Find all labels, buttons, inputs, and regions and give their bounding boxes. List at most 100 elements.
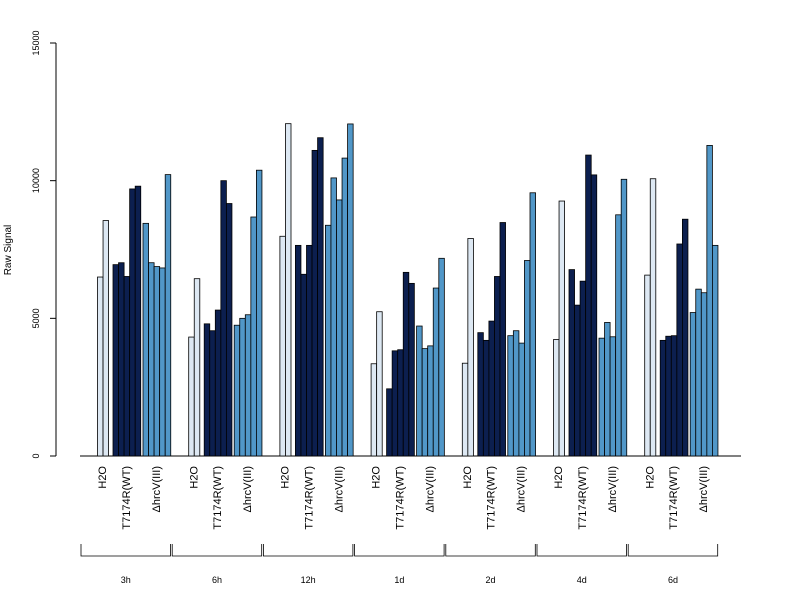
- category-label: H2O: [371, 466, 383, 489]
- bar: [482, 339, 490, 457]
- bar: [376, 311, 383, 457]
- bar: [317, 137, 324, 457]
- bar: [402, 271, 410, 457]
- bar: [712, 244, 719, 457]
- bar: [306, 244, 313, 457]
- bar: [285, 123, 292, 457]
- category-label: ΔhrcV(III): [333, 466, 345, 512]
- bar: [188, 336, 195, 457]
- category-label: H2O: [188, 466, 200, 489]
- bar: [574, 304, 581, 457]
- bar: [604, 322, 611, 457]
- bar: [590, 174, 598, 457]
- bar: [477, 332, 484, 457]
- bar: [524, 260, 531, 457]
- bar: [598, 337, 605, 457]
- y-axis-title: Raw Signal: [3, 225, 14, 276]
- bar: [620, 178, 628, 457]
- bar: [609, 336, 617, 457]
- category-label: ΔhrcV(III): [151, 466, 163, 512]
- bar: [467, 238, 474, 457]
- group-bracket: [263, 544, 354, 557]
- bar: [370, 363, 378, 457]
- bar: [676, 243, 683, 457]
- bar: [488, 320, 495, 457]
- bar: [682, 218, 689, 457]
- bar: [203, 323, 211, 457]
- bar: [579, 280, 587, 457]
- bar: [153, 266, 161, 457]
- group-label: 6d: [668, 575, 678, 585]
- category-label: T7174R(WT): [486, 466, 498, 530]
- bar: [568, 269, 575, 457]
- category-label: ΔhrcV(III): [607, 466, 619, 512]
- bar: [689, 312, 697, 457]
- bar: [529, 192, 536, 457]
- bar: [112, 264, 119, 457]
- bar: [386, 388, 393, 457]
- bar: [134, 185, 142, 457]
- bar: [397, 349, 404, 457]
- bar: [123, 276, 131, 457]
- bar: [644, 274, 651, 457]
- bar: [347, 123, 354, 457]
- y-tick-label: 5000: [31, 308, 41, 328]
- category-label: H2O: [97, 466, 109, 489]
- bar: [129, 188, 136, 457]
- bar: [225, 203, 233, 457]
- bar: [311, 149, 318, 457]
- category-label: ΔhrcV(III): [424, 466, 436, 512]
- bar: [148, 262, 155, 457]
- bar: [330, 177, 337, 457]
- category-label: ΔhrcV(III): [698, 466, 710, 512]
- group-bracket: [536, 544, 627, 557]
- bar: [461, 362, 469, 457]
- bar: [615, 214, 622, 457]
- bar: [279, 235, 286, 457]
- y-tick-label: 15000: [31, 30, 41, 55]
- bar: [408, 282, 415, 457]
- bar: [518, 342, 525, 457]
- bar: [558, 200, 565, 457]
- category-label: T7174R(WT): [212, 466, 224, 530]
- bar: [164, 174, 172, 457]
- bar: [700, 292, 708, 457]
- plot-area: 0 5000 10000 15000 H2O T7174R(WT) ΔhrcV(III) 3h…: [31, 30, 741, 585]
- category-label: H2O: [553, 466, 565, 489]
- bar: [507, 335, 514, 457]
- bar: [553, 339, 560, 457]
- category-label: T7174R(WT): [668, 466, 680, 530]
- bar: [438, 257, 445, 457]
- group-label: 12h: [301, 575, 316, 585]
- bar: [193, 278, 201, 457]
- bar: [118, 262, 125, 457]
- bar: [159, 267, 166, 457]
- bar: [494, 276, 501, 457]
- bar: [142, 222, 149, 457]
- bar: [695, 288, 702, 457]
- bar: [659, 339, 667, 457]
- category-label: ΔhrcV(III): [242, 466, 254, 512]
- bar: [706, 145, 713, 457]
- category-label: T7174R(WT): [577, 466, 589, 530]
- group-label: 6h: [212, 575, 222, 585]
- bar: [391, 350, 399, 457]
- category-label: T7174R(WT): [121, 466, 133, 530]
- bar: [294, 244, 302, 457]
- bar: [416, 325, 423, 457]
- bar: [233, 324, 241, 457]
- bar: [512, 330, 520, 457]
- bar: [421, 348, 429, 457]
- y-tick-label: 10000: [31, 168, 41, 193]
- category-label: H2O: [644, 466, 656, 489]
- bar: [585, 154, 592, 457]
- group-label: 1d: [394, 575, 404, 585]
- bar: [341, 157, 348, 457]
- group-bracket: [627, 544, 719, 557]
- bar: [499, 222, 506, 457]
- bar: [432, 287, 440, 457]
- bar: [665, 335, 672, 457]
- bar: [336, 199, 343, 457]
- bar: [209, 330, 216, 457]
